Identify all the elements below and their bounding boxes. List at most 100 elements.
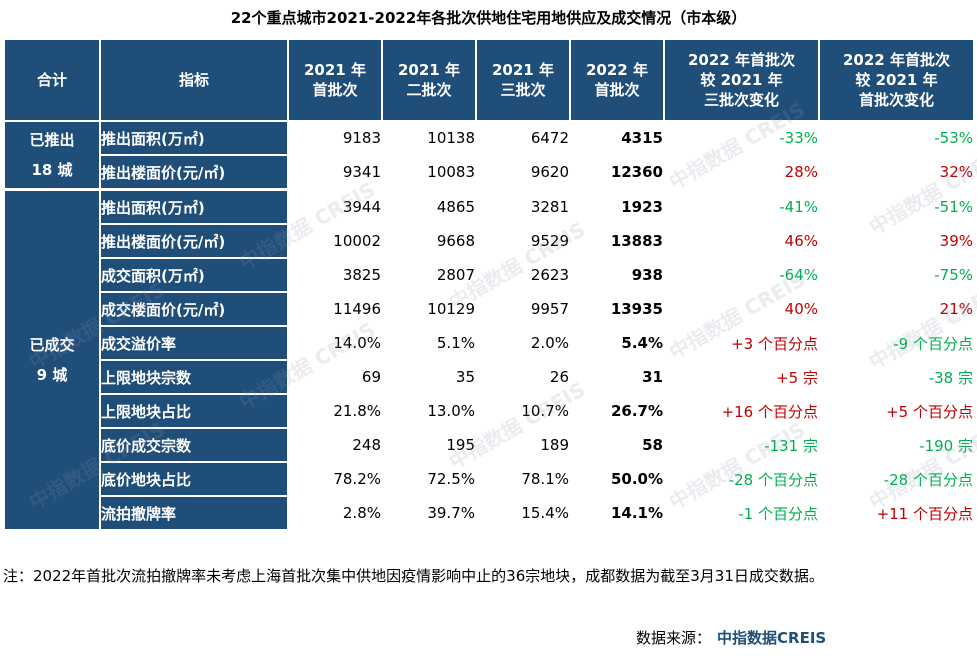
value-cell: 78.2%	[287, 461, 383, 497]
value-cell: 10.7%	[475, 393, 571, 429]
change-vs-first-cell: -75%	[818, 257, 975, 293]
value-cell: 2.8%	[287, 495, 383, 531]
group-label: 已推出 18 城	[3, 120, 101, 191]
table-row: 底价地块占比 78.2% 72.5% 78.1% 50.0% -28 个百分点 -28 个百…	[4, 461, 975, 497]
table-row: 底价成交宗数 248 195 189 58 -131 宗 -190 宗	[4, 427, 975, 463]
value-cell: 13935	[569, 291, 665, 327]
change-vs-third-cell: -64%	[663, 257, 820, 293]
value-cell: 21.8%	[287, 393, 383, 429]
supply-transaction-table: 合计 指标 2021 年首批次 2021 年二批次 2021 年三批次 2022…	[3, 38, 975, 531]
value-cell: 10129	[381, 291, 477, 327]
value-cell: 189	[475, 427, 571, 463]
value-cell: 248	[287, 427, 383, 463]
value-cell: 9529	[475, 223, 571, 259]
value-cell: 1923	[569, 188, 665, 225]
value-cell: 50.0%	[569, 461, 665, 497]
value-cell: 5.4%	[569, 325, 665, 361]
header-change-vs-first: 2022 年首批次较 2021 年首批次变化	[818, 38, 975, 122]
table-row: 推出楼面价(元/㎡) 9341 10083 9620 12360 28% 32%	[4, 154, 975, 191]
change-vs-third-cell: -131 宗	[663, 427, 820, 463]
value-cell: 10002	[287, 223, 383, 259]
table-row: 已成交 9 城 推出面积(万㎡) 3944 4865 3281 1923 -41% -51%	[3, 188, 975, 531]
change-vs-third-cell: +16 个百分点	[663, 393, 820, 429]
change-vs-first-cell: -9 个百分点	[818, 325, 975, 361]
value-cell: 9183	[287, 120, 383, 156]
change-vs-first-cell: 21%	[818, 291, 975, 327]
value-cell: 14.1%	[569, 495, 665, 531]
value-cell: 31	[569, 359, 665, 395]
value-cell: 26	[475, 359, 571, 395]
value-cell: 12360	[569, 154, 665, 191]
table-row: 成交楼面价(元/㎡) 11496 10129 9957 13935 40% 21%	[4, 291, 975, 327]
group-label: 已成交 9 城	[3, 188, 101, 531]
table-row: 流拍撤牌率 2.8% 39.7% 15.4% 14.1% -1 个百分点 +11 个百分点	[4, 495, 975, 531]
table-row: 上限地块占比 21.8% 13.0% 10.7% 26.7% +16 个百分点 +5 个百分…	[4, 393, 975, 429]
source-label: 数据来源：	[636, 629, 712, 647]
group-label-line: 18 城	[31, 161, 73, 179]
header-change-vs-third: 2022 年首批次较 2021 年三批次变化	[663, 38, 820, 122]
header-2021-third: 2021 年三批次	[475, 38, 571, 122]
indicator-name: 成交楼面价(元/㎡)	[99, 291, 289, 327]
value-cell: 9668	[381, 223, 477, 259]
value-cell: 9341	[287, 154, 383, 191]
change-vs-third-cell: -1 个百分点	[663, 495, 820, 531]
value-cell: 69	[287, 359, 383, 395]
change-vs-third-cell: 40%	[663, 291, 820, 327]
table-title: 22个重点城市2021-2022年各批次供地住宅用地供应及成交情况（市本级）	[230, 9, 747, 27]
value-cell: 3825	[287, 257, 383, 293]
indicator-name: 上限地块占比	[99, 393, 289, 429]
value-cell: 26.7%	[569, 393, 665, 429]
value-cell: 13883	[569, 223, 665, 259]
value-cell: 15.4%	[475, 495, 571, 531]
value-cell: 938	[569, 257, 665, 293]
value-cell: 14.0%	[287, 325, 383, 361]
group-label-line: 9 城	[36, 366, 68, 384]
change-vs-first-cell: -53%	[818, 120, 975, 156]
value-cell: 2.0%	[475, 325, 571, 361]
data-source: 数据来源： 中指数据CREIS	[636, 624, 826, 652]
value-cell: 72.5%	[381, 461, 477, 497]
value-cell: 2623	[475, 257, 571, 293]
footnote: 注：2022年首批次流拍撤牌率未考虑上海首批次集中供地因疫情影响中止的36宗地块…	[3, 567, 824, 585]
change-vs-first-cell: 32%	[818, 154, 975, 191]
value-cell: 11496	[287, 291, 383, 327]
change-vs-first-cell: -28 个百分点	[818, 461, 975, 497]
value-cell: 3281	[475, 188, 571, 225]
change-vs-first-cell: 39%	[818, 223, 975, 259]
change-vs-third-cell: -33%	[663, 120, 820, 156]
change-vs-third-cell: 46%	[663, 223, 820, 259]
group-label-line: 已成交	[29, 336, 75, 354]
group-label-line: 已推出	[29, 131, 75, 149]
header-2021-second: 2021 年二批次	[381, 38, 477, 122]
indicator-name: 成交面积(万㎡)	[99, 257, 289, 293]
source-brand: 中指数据CREIS	[717, 629, 827, 647]
change-vs-third-cell: -28 个百分点	[663, 461, 820, 497]
value-cell: 39.7%	[381, 495, 477, 531]
value-cell: 78.1%	[475, 461, 571, 497]
value-cell: 10083	[381, 154, 477, 191]
value-cell: 3944	[287, 188, 383, 225]
table-row: 推出楼面价(元/㎡) 10002 9668 9529 13883 46% 39%	[4, 223, 975, 259]
header-2022-first: 2022 年首批次	[569, 38, 665, 122]
change-vs-first-cell: +5 个百分点	[818, 393, 975, 429]
change-vs-first-cell: -51%	[818, 188, 975, 225]
header-row: 合计 指标 2021 年首批次 2021 年二批次 2021 年三批次 2022…	[3, 38, 975, 122]
change-vs-third-cell: +3 个百分点	[663, 325, 820, 361]
table-row: 成交溢价率 14.0% 5.1% 2.0% 5.4% +3 个百分点 -9 个百分点	[4, 325, 975, 361]
value-cell: 5.1%	[381, 325, 477, 361]
value-cell: 4865	[381, 188, 477, 225]
header-indicator: 指标	[99, 38, 289, 122]
value-cell: 10138	[381, 120, 477, 156]
header-total: 合计	[3, 38, 101, 122]
header-2021-first: 2021 年首批次	[287, 38, 383, 122]
indicator-name: 推出面积(万㎡)	[99, 120, 289, 156]
indicator-name: 推出楼面价(元/㎡)	[99, 154, 289, 191]
value-cell: 4315	[569, 120, 665, 156]
table-row: 成交面积(万㎡) 3825 2807 2623 938 -64% -75%	[4, 257, 975, 293]
value-cell: 58	[569, 427, 665, 463]
change-vs-first-cell: -38 宗	[818, 359, 975, 395]
table-row: 已推出 18 城 推出面积(万㎡) 9183 10138 6472 4315 -33% -53%	[3, 120, 975, 191]
table-row: 上限地块宗数 69 35 26 31 +5 宗 -38 宗	[4, 359, 975, 395]
indicator-name: 上限地块宗数	[99, 359, 289, 395]
indicator-name: 底价地块占比	[99, 461, 289, 497]
